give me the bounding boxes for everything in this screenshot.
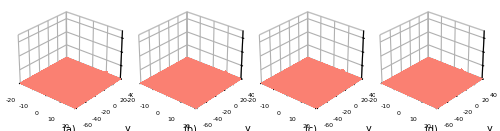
Y-axis label: y: y [124,124,130,131]
Text: (d): (d) [424,124,438,131]
Text: (a): (a) [62,124,76,131]
X-axis label: x: x [260,129,266,131]
Y-axis label: y: y [245,124,251,131]
Y-axis label: y: y [366,124,372,131]
X-axis label: x: x [20,129,25,131]
X-axis label: x: x [381,129,387,131]
Text: (c): (c) [304,124,317,131]
Text: (b): (b) [183,124,196,131]
Y-axis label: y: y [486,124,492,131]
X-axis label: x: x [140,129,146,131]
